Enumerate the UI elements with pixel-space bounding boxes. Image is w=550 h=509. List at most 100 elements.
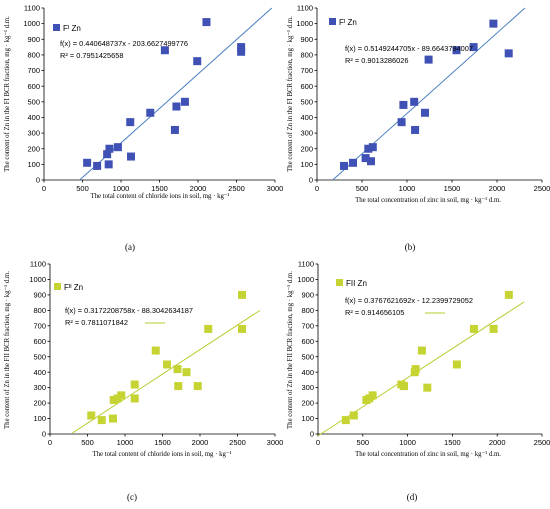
x-tick-label: 1000 (399, 184, 416, 193)
data-point (368, 391, 377, 400)
legend-marker (54, 283, 61, 290)
data-point (173, 365, 182, 374)
data-point (504, 49, 513, 58)
data-point (340, 161, 348, 170)
data-point (452, 46, 461, 55)
y-tick-label: 700 (300, 66, 313, 75)
legend-marker (53, 24, 60, 31)
data-point (182, 368, 191, 377)
r-squared: R² = 0.9013286026 (345, 56, 409, 65)
x-axis-title: The total content of chloride ions in so… (90, 193, 229, 200)
data-point (104, 160, 113, 169)
data-point (424, 55, 433, 64)
data-point (83, 158, 92, 167)
y-tick-label: 500 (33, 352, 46, 361)
x-tick-label: 1500 (444, 184, 461, 193)
data-point (364, 144, 373, 153)
x-tick-label: 2000 (190, 184, 207, 193)
data-point (504, 290, 513, 299)
y-tick-label: 900 (300, 35, 313, 44)
y-tick-label: 400 (27, 113, 40, 122)
y-tick-label: 1000 (29, 275, 46, 284)
x-tick-label: 1500 (444, 438, 461, 447)
x-tick-label: 0 (48, 438, 52, 447)
x-tick-label: 2000 (489, 438, 506, 447)
data-point (126, 118, 135, 127)
y-tick-label: 1100 (30, 260, 46, 269)
data-point (341, 416, 350, 425)
x-tick-label: 500 (357, 438, 370, 447)
x-tick-label: 1000 (113, 184, 130, 193)
y-tick-label: 900 (27, 35, 40, 44)
y-tick-label: 700 (27, 66, 40, 75)
legend-label: Fᴵᴵ Zn (64, 283, 83, 292)
data-point (204, 324, 213, 333)
y-tick-label: 200 (301, 399, 314, 408)
chart-panel-b: 0 100 200 300 400 500 600 700 800 900 1000 1100 0 500… (287, 4, 550, 252)
data-point (399, 100, 408, 109)
y-tick-label: 800 (301, 306, 314, 315)
x-tick-label: 0 (42, 184, 46, 193)
x-tick-label: 0 (315, 184, 319, 193)
data-point (367, 157, 375, 166)
x-tick-label: 3000 (267, 438, 284, 447)
data-point (130, 394, 139, 403)
data-point (160, 46, 169, 55)
data-point (411, 125, 420, 134)
data-point (238, 324, 246, 333)
data-point (421, 108, 429, 117)
regression-equation: f(x) = 0.440648737x - 203.6627499776 (60, 39, 188, 48)
y-tick-label: 1100 (24, 4, 40, 13)
x-axis-title: The total concentration of zinc in soil,… (355, 451, 501, 458)
x-axis-title: The total concentration of zinc in soil,… (355, 197, 501, 204)
x-axis-title: The total content of chloride ions in so… (92, 451, 231, 458)
regression-equation: f(x) = 0.5149244705x - 89.6643794007 (345, 44, 473, 53)
y-tick-label: 800 (27, 51, 40, 60)
regression-equation: f(x) = 0.3767621692x - 12.2399729052 (345, 296, 473, 305)
chart-panel-d: 0 100 200 300 400 500 600 700 800 900 1000 1100 0 500… (287, 260, 550, 502)
x-tick-label: 500 (81, 438, 94, 447)
data-point (113, 143, 122, 152)
y-tick-label: 0 (310, 430, 314, 439)
x-tick-label: 3000 (267, 184, 284, 193)
y-tick-label: 300 (301, 383, 314, 392)
x-tick-label: 1000 (117, 438, 134, 447)
data-point (237, 47, 246, 56)
chart-panel-c: 0 100 200 300 400 500 600 700 800 900 1000 1100 0 500… (4, 260, 283, 502)
regression-equation: f(x) = 0.3172208758x - 88.3042634187 (65, 306, 193, 315)
x-tick-label: 2000 (489, 184, 506, 193)
x-tick-label: 500 (76, 184, 89, 193)
data-point (397, 118, 406, 127)
trendline (332, 7, 526, 181)
panel-label: (a) (125, 242, 135, 252)
data-point (423, 383, 432, 392)
data-point (105, 144, 114, 153)
data-point (469, 324, 478, 333)
y-tick-label: 900 (301, 291, 314, 300)
data-point (417, 346, 426, 355)
x-tick-label: 2500 (229, 438, 246, 447)
data-point (151, 346, 160, 355)
data-point (193, 57, 202, 66)
y-tick-label: 1000 (23, 19, 40, 28)
y-tick-label: 400 (300, 113, 313, 122)
data-point (172, 102, 181, 111)
y-tick-label: 1000 (297, 275, 314, 284)
y-tick-label: 200 (33, 399, 46, 408)
x-tick-label: 2000 (192, 438, 209, 447)
data-point (146, 108, 155, 117)
y-axis-title: The content of Zn in the FI BCR fraction… (287, 16, 294, 172)
x-tick-label: 500 (356, 184, 369, 193)
y-tick-label: 300 (33, 383, 46, 392)
y-tick-label: 1100 (298, 260, 314, 269)
data-point (400, 382, 409, 391)
legend-marker (329, 18, 336, 25)
trendline (72, 309, 261, 434)
data-point (469, 43, 478, 52)
y-tick-label: 0 (42, 430, 46, 439)
y-axis-title: The content of Zn in the FI BCR fraction… (4, 16, 11, 172)
y-tick-label: 600 (301, 337, 314, 346)
data-point (361, 154, 370, 163)
x-tick-label: 0 (316, 438, 320, 447)
